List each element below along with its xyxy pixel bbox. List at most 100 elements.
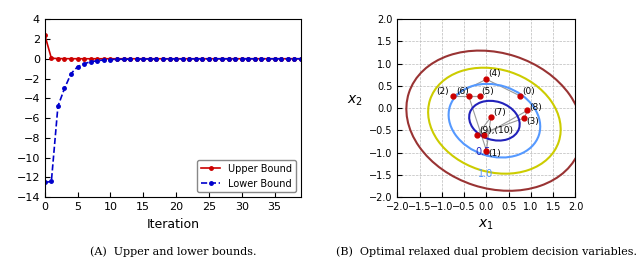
Upper Bound <box>140 57 147 60</box>
Lower Bound <box>277 57 285 60</box>
Upper Bound <box>93 57 101 60</box>
Lower Bound <box>47 180 55 183</box>
Lower Bound <box>107 58 115 61</box>
Lower Bound <box>87 60 95 63</box>
Lower Bound <box>152 57 160 61</box>
Upper Bound <box>54 57 62 60</box>
Upper Bound <box>100 57 108 60</box>
X-axis label: $x_1$: $x_1$ <box>479 218 494 232</box>
Upper Bound <box>212 57 220 60</box>
Upper Bound <box>264 57 272 60</box>
Upper Bound <box>198 57 206 60</box>
Lower Bound <box>140 57 147 61</box>
Upper Bound <box>218 57 226 60</box>
Upper Bound <box>297 57 305 60</box>
Lower Bound <box>225 57 232 61</box>
Lower Bound <box>212 57 220 61</box>
X-axis label: Iteration: Iteration <box>147 218 199 231</box>
Upper Bound <box>67 57 75 60</box>
Upper Bound <box>172 57 180 60</box>
Upper Bound <box>284 57 291 60</box>
Text: 1.0: 1.0 <box>478 169 493 179</box>
Lower Bound <box>231 57 239 61</box>
Text: (4): (4) <box>488 69 501 78</box>
Upper Bound <box>192 57 200 60</box>
Text: (A)  Upper and lower bounds.: (A) Upper and lower bounds. <box>90 247 256 257</box>
Upper Bound <box>61 57 68 60</box>
Lower Bound <box>67 72 75 75</box>
Lower Bound <box>93 59 101 62</box>
Lower Bound <box>126 58 134 61</box>
Text: (7): (7) <box>493 108 506 117</box>
Lower Bound <box>146 57 154 61</box>
Lower Bound <box>133 58 141 61</box>
Text: (1): (1) <box>488 149 501 158</box>
Text: (B)  Optimal relaxed dual problem decision variables.: (B) Optimal relaxed dual problem decisio… <box>336 247 637 257</box>
Lower Bound <box>218 57 226 61</box>
Upper Bound <box>205 57 212 60</box>
Lower Bound <box>238 57 246 61</box>
Lower Bound <box>257 57 265 60</box>
Lower Bound <box>172 57 180 61</box>
Upper Bound <box>152 57 160 60</box>
Text: (5): (5) <box>481 87 494 96</box>
Lower Bound <box>81 62 88 65</box>
Lower Bound <box>159 57 167 61</box>
Upper Bound <box>81 57 88 60</box>
Lower Bound <box>244 57 252 60</box>
Upper Bound <box>257 57 265 60</box>
Upper Bound <box>277 57 285 60</box>
Upper Bound <box>41 33 49 37</box>
Text: (2): (2) <box>436 87 449 96</box>
Lower Bound <box>41 181 49 184</box>
Upper Bound <box>120 57 127 60</box>
Upper Bound <box>244 57 252 60</box>
Upper Bound <box>87 57 95 60</box>
Upper Bound <box>113 57 121 60</box>
Lower Bound <box>166 57 173 61</box>
Lower Bound <box>291 57 298 60</box>
Upper Bound <box>225 57 232 60</box>
Text: (6): (6) <box>456 87 469 96</box>
Line: Upper Bound: Upper Bound <box>43 33 303 61</box>
Lower Bound <box>192 57 200 61</box>
Upper Bound <box>291 57 298 60</box>
Upper Bound <box>107 57 115 60</box>
Upper Bound <box>271 57 278 60</box>
Lower Bound <box>186 57 193 61</box>
Line: Lower Bound: Lower Bound <box>43 57 303 184</box>
Legend: Upper Bound, Lower Bound: Upper Bound, Lower Bound <box>197 160 296 192</box>
Lower Bound <box>205 57 212 61</box>
Upper Bound <box>126 57 134 60</box>
Text: 0.5: 0.5 <box>476 147 491 157</box>
Lower Bound <box>264 57 272 60</box>
Lower Bound <box>120 58 127 61</box>
Lower Bound <box>113 58 121 61</box>
Y-axis label: $x_2$: $x_2$ <box>348 94 363 108</box>
Upper Bound <box>251 57 259 60</box>
Lower Bound <box>251 57 259 60</box>
Lower Bound <box>74 65 81 68</box>
Text: (0): (0) <box>522 87 535 96</box>
Upper Bound <box>146 57 154 60</box>
Lower Bound <box>284 57 291 60</box>
Upper Bound <box>166 57 173 60</box>
Upper Bound <box>74 57 81 60</box>
Lower Bound <box>54 105 62 108</box>
Text: (9),(10): (9),(10) <box>479 126 513 135</box>
Text: (8): (8) <box>529 104 542 112</box>
Upper Bound <box>186 57 193 60</box>
Upper Bound <box>238 57 246 60</box>
Lower Bound <box>61 87 68 90</box>
Text: (3): (3) <box>526 117 539 126</box>
Upper Bound <box>47 57 55 60</box>
Lower Bound <box>297 57 305 60</box>
Lower Bound <box>179 57 186 61</box>
Upper Bound <box>179 57 186 60</box>
Upper Bound <box>231 57 239 60</box>
Lower Bound <box>100 58 108 62</box>
Lower Bound <box>271 57 278 60</box>
Upper Bound <box>159 57 167 60</box>
Upper Bound <box>133 57 141 60</box>
Lower Bound <box>198 57 206 61</box>
